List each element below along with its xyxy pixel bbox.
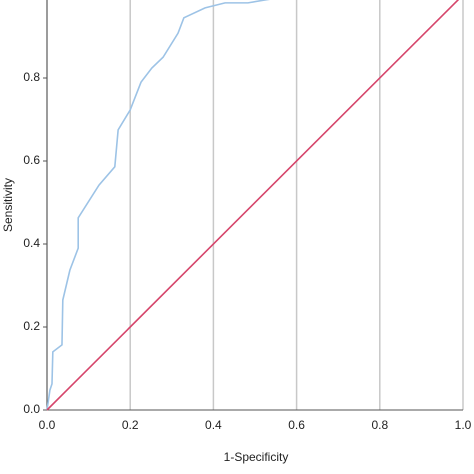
y-tick-label: 1.0 bbox=[23, 0, 40, 1]
y-tick-label: 0.6 bbox=[23, 153, 40, 167]
y-axis-label: Sensitivity bbox=[1, 178, 15, 232]
x-axis-label: 1-Specificity bbox=[224, 450, 289, 464]
x-tick-label: 0.0 bbox=[39, 418, 56, 432]
x-tick-label: 0.4 bbox=[205, 418, 222, 432]
y-tick-label: 0.2 bbox=[23, 319, 40, 333]
x-tick-label: 0.6 bbox=[288, 418, 305, 432]
roc-line bbox=[46, 0, 270, 411]
roc-line bbox=[46, 0, 460, 411]
x-tick-label: 0.8 bbox=[371, 418, 388, 432]
x-tick-label: 0.2 bbox=[122, 418, 139, 432]
x-tick-label: 1.0 bbox=[455, 418, 472, 432]
y-tick-label: 0.0 bbox=[23, 402, 40, 416]
y-tick-label: 0.8 bbox=[23, 70, 40, 84]
y-tick-label: 0.4 bbox=[23, 236, 40, 250]
